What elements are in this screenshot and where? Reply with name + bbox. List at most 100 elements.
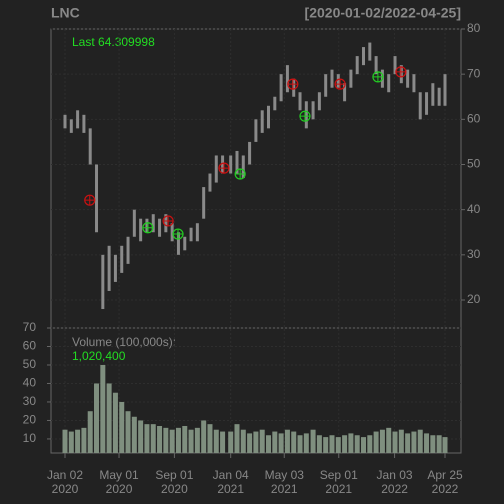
volume-bar [272, 431, 278, 453]
x-tick-label: Jan 04 [213, 468, 249, 482]
x-tick-label: Jan 03 [377, 468, 413, 482]
x-tick-label: 2022 [432, 482, 459, 496]
signal-cross [84, 195, 95, 206]
volume-bar [100, 364, 106, 453]
y2-tick-label: 70 [23, 320, 37, 334]
y-tick-label: 40 [467, 202, 481, 216]
y2-tick-label: 30 [23, 394, 37, 408]
x-tick-label: Apr 25 [427, 468, 463, 482]
volume-bar [379, 429, 385, 453]
volume-bar [213, 429, 219, 453]
volume-bar [284, 429, 290, 453]
y-tick-label: 20 [467, 292, 481, 306]
volume-bar [240, 429, 246, 453]
volume-bar [335, 437, 341, 453]
x-tick-label: 2021 [217, 482, 244, 496]
y-tick-label: 70 [467, 66, 481, 80]
volume-bar [119, 401, 125, 453]
x-tick-label: May 01 [99, 468, 139, 482]
y-tick-label: 80 [467, 21, 481, 35]
volume-bar [220, 431, 226, 453]
signal-cross [235, 168, 246, 179]
volume-bar [106, 383, 112, 453]
x-tick-label: Sep 01 [155, 468, 193, 482]
volume-bar [361, 437, 367, 453]
volume-bar [373, 431, 379, 453]
volume-bar [253, 431, 259, 453]
volume-bar [259, 429, 265, 453]
volume-bar [75, 429, 81, 453]
volume-bar [194, 427, 200, 453]
signal-cross [395, 66, 406, 77]
volume-bar [436, 435, 442, 453]
volume-bar [131, 416, 137, 453]
volume-label: 1,020,400 [72, 349, 126, 363]
y2-tick-label: 40 [23, 376, 37, 390]
date-range: [2020-01-02/2022-04-25] [305, 5, 461, 21]
signal-cross [287, 79, 298, 90]
signal-cross [299, 111, 310, 122]
volume-bar [125, 411, 131, 453]
volume-bar [144, 424, 150, 453]
volume-bar [266, 435, 272, 453]
volume-bar [424, 433, 430, 453]
y-tick-label: 50 [467, 157, 481, 171]
volume-bar [163, 427, 169, 453]
volume-bar [316, 435, 322, 453]
volume-bar [112, 392, 118, 453]
volume-bar [398, 429, 404, 453]
volume-bar [386, 427, 392, 453]
volume-bar [201, 420, 207, 453]
y2-tick-label: 10 [23, 431, 37, 445]
volume-bar [150, 424, 156, 453]
y-tick-label: 60 [467, 112, 481, 126]
signal-cross [163, 215, 174, 226]
y2-tick-label: 50 [23, 357, 37, 371]
volume-bar [157, 426, 163, 453]
x-tick-label: Jan 02 [47, 468, 83, 482]
last-label: Last 64.309998 [72, 35, 155, 49]
volume-bar [430, 435, 436, 453]
volume-bar [278, 433, 284, 453]
volume-bar [411, 431, 417, 453]
y2-tick-label: 20 [23, 413, 37, 427]
x-tick-label: 2021 [325, 482, 352, 496]
volume-bar [188, 429, 194, 453]
volume-bar [207, 424, 213, 453]
signal-cross [218, 163, 229, 174]
volume-bar [323, 437, 329, 453]
x-tick-label: 2020 [52, 482, 79, 496]
volume-bar [303, 433, 309, 453]
y-tick-label: 30 [467, 247, 481, 261]
volume-bar [291, 431, 297, 453]
signal-cross [335, 79, 346, 90]
y2-tick-label: 60 [23, 339, 37, 353]
volume-bar [367, 435, 373, 453]
chart-title: LNC [51, 5, 80, 21]
volume-bar [442, 437, 448, 453]
x-tick-label: Sep 01 [320, 468, 358, 482]
x-tick-label: 2021 [271, 482, 298, 496]
volume-bar [354, 435, 360, 453]
x-tick-label: 2020 [106, 482, 133, 496]
volume-bar [87, 411, 93, 453]
volume-bar [68, 431, 74, 453]
volume-bar [228, 431, 234, 453]
signal-cross [372, 71, 383, 82]
volume-bar [392, 431, 398, 453]
x-tick-label: 2022 [381, 482, 408, 496]
volume-bar [348, 433, 354, 453]
volume-title: Volume (100,000s): [72, 335, 176, 349]
volume-bar [175, 427, 181, 453]
volume-bar [342, 435, 348, 453]
volume-bar [138, 420, 144, 453]
volume-bar [182, 426, 188, 453]
volume-bar [297, 435, 303, 453]
volume-bar [169, 429, 175, 453]
volume-bar [234, 424, 240, 453]
signal-cross [142, 222, 153, 233]
volume-bar [94, 383, 100, 453]
volume-bar [81, 427, 87, 453]
